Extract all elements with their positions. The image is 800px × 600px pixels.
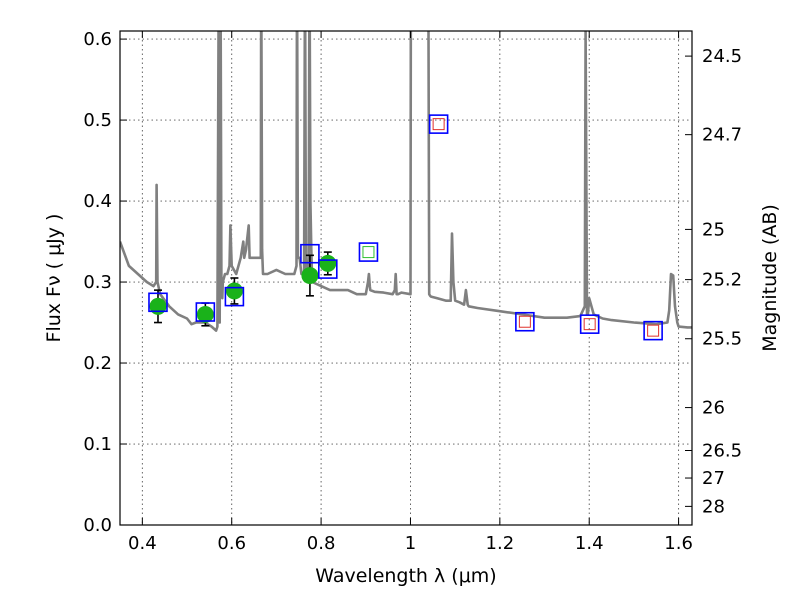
observed-point (225, 282, 243, 300)
model-photometry-square (300, 243, 320, 264)
x-tick-label: 1.4 (575, 533, 604, 554)
x-tick-label: 0.4 (128, 533, 157, 554)
model-photometry-square (515, 311, 535, 332)
model-photometry-square (428, 114, 449, 134)
y-axis-label: Flux Fν ( μJy ) (43, 214, 65, 343)
y-tick-label: 0.0 (83, 515, 112, 536)
y2-tick-label: 24.7 (702, 125, 742, 146)
y2-tick-label: 25.2 (702, 270, 742, 291)
model-photometry-square (148, 292, 168, 313)
small-marker-square (432, 118, 445, 131)
x-tick-label: 1.2 (486, 533, 515, 554)
y2-tick-label: 27 (702, 468, 725, 489)
y-tick-label: 0.6 (83, 29, 112, 50)
small-marker-square (583, 318, 596, 331)
y-tick-label: 0.4 (83, 191, 112, 212)
y-tick-label: 0.1 (83, 434, 112, 455)
observed-point (301, 267, 319, 285)
y-tick-label: 0.5 (83, 110, 112, 131)
model-photometry-square (643, 320, 663, 341)
observed-point (319, 254, 337, 272)
x-tick-label: 0.8 (307, 533, 336, 554)
y-tick-label: 0.2 (83, 353, 112, 374)
model-photometry-square (317, 259, 338, 279)
y2-tick-label: 26.5 (702, 440, 742, 461)
x-tick-label: 1 (405, 533, 416, 554)
x-tick-label: 0.6 (217, 533, 246, 554)
x-axis-label: Wavelength λ (μm) (315, 565, 496, 587)
small-marker-square (647, 324, 660, 337)
y2-tick-label: 28 (702, 496, 725, 517)
model-photometry-square (224, 286, 245, 307)
grid (120, 31, 692, 526)
x-tick-label: 1.6 (664, 533, 693, 554)
y-tick-label: 0.3 (83, 272, 112, 293)
y2-axis-label: Magnitude (AB) (759, 204, 781, 352)
photometry-points-layer (148, 114, 663, 341)
axis-ticks: 0.4 0.6 0.8 1 1.2 1.4 1.6 0.0 0.1 0.2 0.3 0.4 0.5 0.6… (83, 29, 742, 554)
model-photometry-square (358, 242, 379, 262)
observed-point (196, 305, 214, 323)
model-photometry-square (195, 302, 216, 322)
y2-tick-label: 26 (702, 398, 725, 419)
model-spectrum-layer (120, 31, 692, 332)
observed-point (149, 297, 167, 315)
y2-tick-label: 24.5 (702, 46, 742, 67)
small-marker-square (518, 315, 531, 328)
plot-frame (119, 30, 693, 526)
model-photometry-square (579, 314, 600, 334)
y2-tick-label: 25 (702, 219, 725, 240)
small-marker-square (362, 246, 375, 259)
y2-tick-label: 25.5 (702, 329, 742, 350)
model-spectrum-line (120, 31, 692, 332)
